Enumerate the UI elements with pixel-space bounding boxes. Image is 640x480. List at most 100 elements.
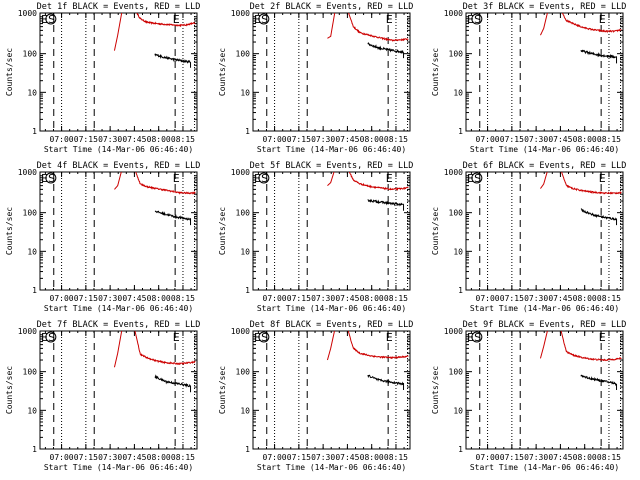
y-tick-label: 100 [23,209,38,218]
y-tick-label: 10 [240,406,250,415]
flag-e-end: E [173,331,180,344]
plot-frame [465,330,624,450]
flag-e-start: E [467,172,474,185]
panel-title: Det 7f BLACK = Events, RED = LLD [37,320,201,330]
x-tick-label: 07:15 [500,294,524,303]
lld-series-line [113,13,196,51]
panel-title: Det 3f BLACK = Events, RED = LLD [463,2,627,12]
x-axis-label: Start Time (14-Mar-06 06:46:40) [44,304,193,313]
y-tick-label: 1000 [444,9,463,18]
x-tick-label: 08:00 [360,135,384,144]
x-tick-label: 08:15 [171,135,195,144]
y-tick-label: 1000 [231,168,250,177]
detector-panel-3: Det 3f BLACK = Events, RED = LLD 1 10 100 10… [431,2,626,154]
panel-title: Det 4f BLACK = Events, RED = LLD [37,161,201,171]
x-tick-label: 07:15 [74,453,98,462]
events-series-line [154,210,192,226]
detector-panel-6: Det 6f BLACK = Events, RED = LLD 1 10 100 10… [431,161,626,313]
y-tick-label: 1 [245,286,250,295]
events-series-line [154,53,192,68]
flag-s-circle [471,13,483,25]
detector-panel-9: Det 9f BLACK = Events, RED = LLD 1 10 100 10… [431,320,626,472]
x-tick-label: 08:00 [147,135,171,144]
lld-series-line [327,13,409,42]
y-tick-label: 10 [27,88,37,97]
flag-e-start: E [41,13,48,26]
y-tick-label: 100 [449,368,464,377]
flag-s-circle [45,172,57,184]
flag-e-start: E [254,331,261,344]
y-tick-label: 1000 [444,327,463,336]
y-axis-label: Counts/sec [431,48,440,96]
flag-e-end: E [386,172,393,185]
y-axis-label: Counts/sec [218,207,227,255]
flag-s-circle [258,331,270,343]
x-axis-label: Start Time (14-Mar-06 06:46:40) [44,145,193,154]
x-tick-label: 08:15 [171,294,195,303]
flag-e-end: E [173,13,180,26]
lld-series-line [113,331,196,368]
y-tick-label: 1000 [18,9,37,18]
events-series-line [580,208,618,226]
y-tick-label: 100 [449,209,464,218]
y-tick-label: 10 [453,88,463,97]
y-tick-label: 100 [236,209,251,218]
flag-e-end: E [386,13,393,26]
flag-s: S [261,331,268,344]
x-tick-label: 07:00 [263,135,287,144]
flag-s: S [474,13,481,26]
plot-frame [465,171,624,291]
x-tick-label: 07:45 [548,135,572,144]
lld-series-line [540,172,622,195]
x-tick-label: 08:00 [360,294,384,303]
flag-s-circle [258,13,270,25]
flag-s: S [48,172,55,185]
x-tick-label: 07:00 [50,135,74,144]
x-tick-label: 08:15 [597,135,621,144]
events-series-line [367,198,405,211]
y-tick-label: 1 [32,445,37,454]
x-tick-label: 07:30 [311,453,335,462]
x-tick-label: 07:15 [287,453,311,462]
x-tick-label: 07:45 [335,135,359,144]
x-tick-label: 07:45 [122,135,146,144]
x-tick-label: 07:15 [287,135,311,144]
x-tick-label: 08:15 [597,453,621,462]
x-tick-label: 07:15 [74,294,98,303]
x-tick-label: 07:30 [311,135,335,144]
flag-s-circle [471,331,483,343]
x-tick-label: 08:00 [573,135,597,144]
y-tick-label: 100 [23,368,38,377]
x-tick-label: 08:15 [171,453,195,462]
y-tick-label: 100 [449,50,464,59]
flag-s: S [261,13,268,26]
x-axis-label: Start Time (14-Mar-06 06:46:40) [257,145,406,154]
y-axis-label: Counts/sec [5,366,14,414]
x-tick-label: 08:15 [597,294,621,303]
x-tick-label: 07:30 [524,135,548,144]
x-tick-label: 07:30 [98,294,122,303]
panel-title: Det 8f BLACK = Events, RED = LLD [250,320,414,330]
y-tick-label: 1000 [231,9,250,18]
y-tick-label: 1000 [444,168,463,177]
flag-s-circle [45,331,57,343]
y-axis-label: Counts/sec [218,366,227,414]
x-axis-label: Start Time (14-Mar-06 06:46:40) [257,463,406,472]
x-tick-label: 07:15 [500,135,524,144]
y-tick-label: 1 [245,445,250,454]
lld-series-line [326,331,409,361]
y-tick-label: 1000 [18,168,37,177]
flag-e-start: E [254,172,261,185]
x-tick-label: 07:00 [50,453,74,462]
y-tick-label: 10 [453,247,463,256]
x-axis-label: Start Time (14-Mar-06 06:46:40) [470,463,619,472]
x-tick-label: 07:45 [335,294,359,303]
y-axis-label: Counts/sec [218,48,227,96]
x-tick-label: 08:00 [147,294,171,303]
flag-s-circle [45,13,57,25]
x-tick-label: 07:00 [476,294,500,303]
detector-panel-7: Det 7f BLACK = Events, RED = LLD 1 10 100 10… [5,320,200,472]
y-tick-label: 10 [240,247,250,256]
x-tick-label: 07:15 [74,135,98,144]
